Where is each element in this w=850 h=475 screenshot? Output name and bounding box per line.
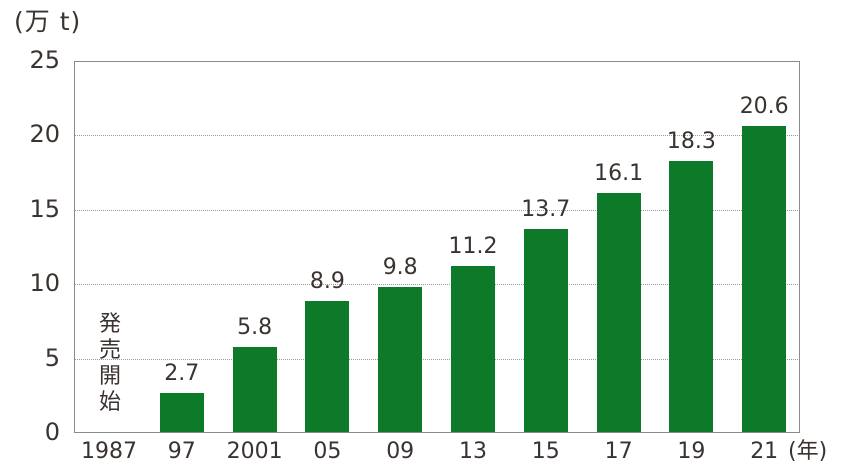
bar-value-label: 9.8 — [382, 255, 418, 281]
x-tick-label: 15 — [531, 439, 560, 464]
y-tick-label: 20 — [29, 120, 60, 149]
bar — [596, 193, 641, 433]
bar-value-label: 2.7 — [164, 360, 200, 386]
bar-value-label: 16.1 — [594, 161, 644, 187]
bar-value-label: 11.2 — [448, 234, 498, 260]
x-tick-label: 1987 — [81, 439, 137, 464]
bar — [669, 160, 714, 433]
x-tick-label: 2001 — [226, 439, 283, 464]
y-axis-unit-label: (万 t) — [14, 7, 82, 36]
bar — [523, 229, 568, 433]
y-tick-label: 15 — [29, 194, 60, 223]
x-tick-label: 09 — [386, 439, 415, 464]
gridline — [74, 209, 800, 211]
bar — [451, 266, 495, 433]
bar — [232, 346, 277, 433]
bar — [742, 126, 787, 433]
y-tick-label: 25 — [29, 46, 60, 74]
bar-value-label: 18.3 — [666, 128, 716, 154]
y-tick-label: 10 — [29, 269, 60, 298]
x-tick-label: 17 — [604, 439, 633, 464]
bar — [305, 300, 350, 433]
y-tick-label: 5 — [44, 343, 60, 372]
x-axis-unit-label: (年) — [788, 439, 828, 464]
launch-annotation: 発売開始 — [98, 312, 121, 415]
bar — [378, 287, 423, 433]
gridline — [74, 135, 800, 137]
x-tick-label: 21 — [750, 439, 779, 464]
gridline — [74, 358, 800, 360]
bar-value-label: 8.9 — [309, 268, 345, 294]
plot-area — [74, 61, 800, 433]
bar — [159, 392, 204, 433]
y-tick-label: 0 — [44, 418, 60, 446]
bar-value-label: 20.6 — [739, 94, 789, 120]
bar-value-label: 5.8 — [237, 314, 273, 340]
bar-value-label: 13.7 — [521, 197, 571, 223]
x-tick-label: 05 — [313, 439, 342, 464]
gridline — [74, 284, 800, 286]
x-tick-label: 97 — [167, 439, 196, 464]
x-tick-label: 13 — [459, 439, 487, 464]
x-tick-label: 19 — [677, 439, 706, 464]
